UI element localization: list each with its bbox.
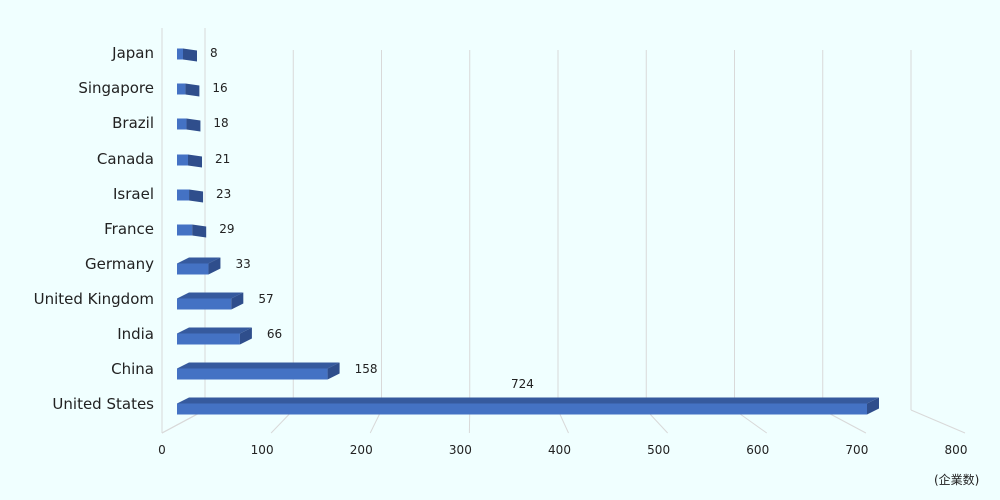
bar-china: [177, 362, 340, 380]
category-label: Israel: [113, 185, 154, 203]
category-label: Singapore: [78, 79, 154, 97]
value-label: 57: [258, 292, 274, 306]
x-tick-label: 100: [250, 443, 274, 457]
value-label: 21: [215, 152, 231, 166]
value-label: 724: [511, 377, 534, 391]
value-label: 23: [216, 187, 232, 201]
value-label: 66: [266, 327, 283, 341]
category-label: China: [111, 360, 154, 378]
bar-singapore: [177, 83, 200, 97]
category-label: India: [117, 325, 154, 343]
x-tick-label: 600: [746, 443, 770, 457]
category-label: France: [104, 220, 154, 238]
bar-france: [177, 224, 207, 238]
x-tick-label: 0: [158, 443, 166, 457]
gridline: [557, 50, 569, 434]
gridline: [645, 50, 668, 434]
bar-brazil: [177, 118, 201, 132]
category-label: Canada: [96, 150, 154, 168]
bar-germany: [177, 257, 221, 275]
x-tick-label: 300: [448, 443, 472, 457]
value-label: 158: [354, 362, 378, 376]
value-label: 8: [210, 46, 218, 60]
category-label: United Kingdom: [33, 290, 154, 308]
category-label: Brazil: [112, 114, 154, 132]
category-label: Germany: [85, 255, 154, 273]
bar-united-kingdom: [177, 292, 244, 310]
x-tick-label: 400: [548, 443, 571, 457]
value-label: 33: [235, 257, 251, 271]
value-label: 16: [212, 81, 228, 95]
bar-canada: [177, 154, 203, 168]
gridline: [734, 50, 768, 434]
x-tick-label: 800: [944, 443, 968, 457]
x-tick-label: 500: [647, 443, 671, 457]
bar-japan: [177, 48, 197, 62]
bar-united-states: [177, 397, 879, 415]
value-label: 18: [213, 116, 229, 130]
bar-india: [177, 327, 252, 345]
category-label: United States: [52, 395, 154, 413]
gridline: [822, 50, 867, 434]
value-label: 29: [219, 222, 235, 236]
bar-israel: [177, 189, 204, 203]
x-tick-label: 700: [845, 443, 869, 457]
x-tick-label: 200: [349, 443, 373, 457]
category-label: Japan: [112, 44, 154, 62]
gridline: [910, 50, 966, 434]
x-axis-unit-label: (企業数): [934, 473, 980, 487]
